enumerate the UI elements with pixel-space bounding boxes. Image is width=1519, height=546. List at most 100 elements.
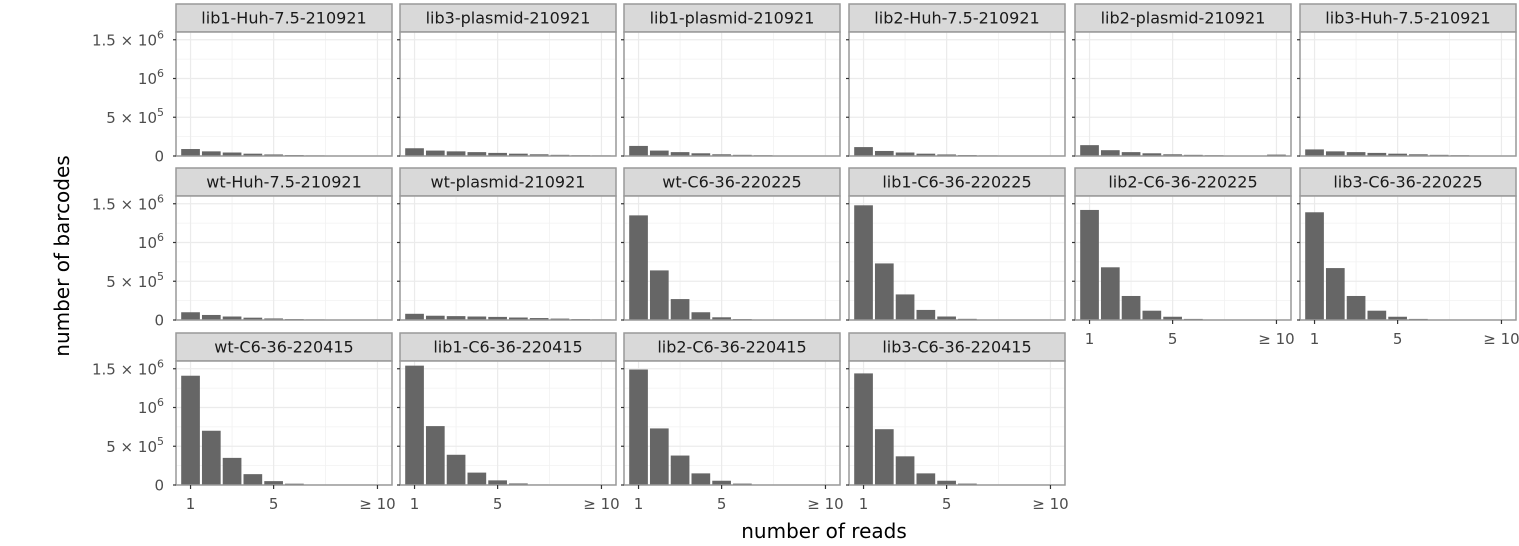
x-tick-label: 1 (859, 495, 869, 513)
facet-title: lib2-plasmid-210921 (1101, 9, 1266, 28)
bar (405, 365, 424, 485)
bar (243, 317, 263, 320)
y-tick-label: 106 (138, 396, 164, 417)
x-tick-label: ≥ 10 (807, 495, 843, 513)
x-axis-title: number of reads (741, 519, 907, 542)
bar (937, 316, 956, 320)
x-tick-label: 5 (269, 495, 279, 513)
bar (1163, 154, 1182, 156)
bar (670, 152, 690, 156)
y-tick-label: 5 × 105 (106, 106, 164, 127)
bar (1388, 316, 1407, 320)
facet-strip (175, 167, 393, 197)
facet-strip (1074, 3, 1292, 33)
panel-border (399, 31, 617, 157)
facet-strip (848, 167, 1066, 197)
bar (488, 480, 507, 485)
bar (264, 154, 283, 156)
panel-border (399, 360, 617, 486)
bar (446, 316, 466, 320)
panel-background (176, 196, 392, 320)
panel-border (175, 195, 393, 321)
panel-border (175, 31, 393, 157)
bar (1388, 153, 1407, 156)
y-tick-exponent: 6 (157, 357, 164, 370)
bar (529, 318, 549, 320)
bar (1121, 152, 1141, 156)
bar (874, 263, 894, 320)
bar (937, 480, 956, 485)
facet-panel: lib2-plasmid-210921 (1072, 3, 1292, 157)
bar (1325, 151, 1345, 156)
bar (916, 153, 936, 156)
bar (1142, 310, 1162, 320)
y-tick-exponent: 5 (157, 270, 164, 283)
facet-strip (623, 3, 841, 33)
bar (937, 154, 956, 156)
y-tick-label: 106 (138, 231, 164, 252)
bar (712, 154, 731, 156)
x-tick-label: 5 (717, 495, 727, 513)
y-tick-label: 5 × 105 (106, 435, 164, 456)
facet-strip (1299, 3, 1517, 33)
y-tick-exponent: 5 (157, 435, 164, 448)
bar (1163, 316, 1182, 320)
facet-strip (175, 3, 393, 33)
panel-border (623, 360, 841, 486)
bar (670, 299, 690, 320)
facet-panel: wt-plasmid-210921 (397, 167, 617, 321)
facet-title: lib3-Huh-7.5-210921 (1325, 9, 1490, 28)
y-tick-exponent: 6 (157, 396, 164, 409)
bar (874, 150, 894, 156)
bar (691, 312, 711, 320)
y-tick-exponent: 6 (157, 28, 164, 41)
y-tick-label: 0 (154, 148, 164, 166)
panel-border (1299, 31, 1517, 157)
x-tick-label: 1 (1310, 330, 1320, 348)
bar (1142, 153, 1162, 156)
y-tick-label: 1.5 × 106 (92, 192, 164, 213)
facet-strip (175, 332, 393, 362)
facet-title: lib1-plasmid-210921 (650, 9, 815, 28)
bar (1305, 149, 1324, 156)
panel-border (848, 360, 1066, 486)
bar (649, 428, 669, 485)
facet-title: wt-C6-36-220225 (662, 173, 801, 192)
bar (854, 205, 873, 320)
bar (691, 473, 711, 485)
bar (670, 455, 690, 485)
y-tick-label: 5 × 105 (106, 270, 164, 291)
bar (895, 152, 915, 156)
facet-strip (848, 3, 1066, 33)
bar (529, 154, 549, 156)
bar (201, 430, 221, 485)
x-tick-label: ≥ 10 (1258, 330, 1294, 348)
bar (895, 456, 915, 485)
panel-background (176, 32, 392, 156)
bar (446, 454, 466, 485)
bar (425, 426, 445, 485)
bar (405, 148, 424, 156)
facet-panel: wt-C6-36-220225 (621, 167, 841, 321)
x-tick-label: 5 (942, 495, 952, 513)
panel-background (400, 196, 616, 320)
x-tick-label: ≥ 10 (359, 495, 395, 513)
facet-strip (399, 332, 617, 362)
y-tick-exponent: 6 (157, 192, 164, 205)
y-tick-label: 0 (154, 312, 164, 330)
facet-title: wt-plasmid-210921 (431, 173, 586, 192)
panel-border (623, 31, 841, 157)
bar (509, 483, 528, 485)
bar (712, 480, 731, 485)
bar (425, 150, 445, 156)
bar (1121, 295, 1141, 320)
facet-title: lib1-C6-36-220415 (433, 338, 582, 357)
facet-strip (623, 167, 841, 197)
bar (467, 316, 487, 320)
y-tick-exponent: 6 (157, 231, 164, 244)
bar (446, 151, 466, 156)
panel-border (175, 360, 393, 486)
facet-title: lib3-C6-36-220415 (882, 338, 1031, 357)
x-tick-label: 1 (186, 495, 196, 513)
